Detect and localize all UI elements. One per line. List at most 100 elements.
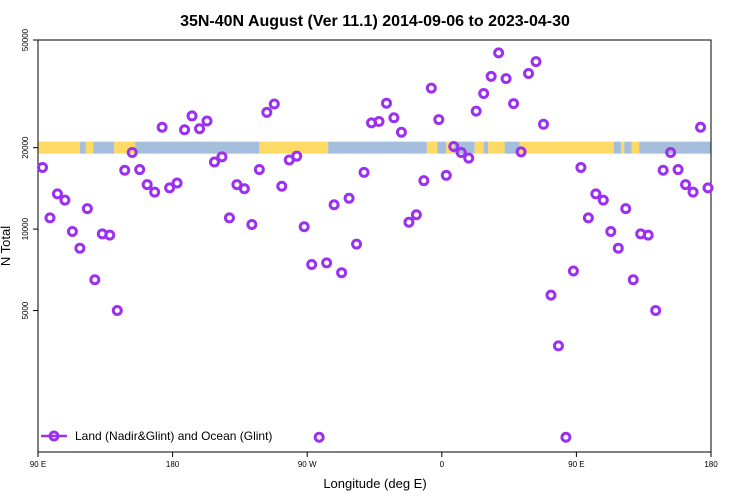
y-tick-label: 5000 (21, 301, 30, 319)
band-segment-ocean (639, 141, 711, 154)
land-ocean-band (38, 141, 711, 154)
data-points (36, 47, 714, 443)
data-point (695, 121, 707, 133)
legend-label: Land (Nadir&Glint) and Ocean (Glint) (75, 429, 272, 443)
data-point (328, 199, 340, 211)
y-axis-title: N Total (0, 226, 13, 266)
data-point (665, 146, 677, 158)
band-segment-land (474, 141, 484, 154)
data-point (373, 115, 385, 127)
data-point (246, 218, 258, 230)
data-point (276, 180, 288, 192)
data-point (672, 164, 684, 176)
band-segment-land (85, 141, 94, 154)
x-axis-title: Longitude (deg E) (323, 476, 426, 491)
data-point (351, 238, 363, 250)
band-segment-ocean (613, 141, 622, 154)
data-point (575, 161, 587, 173)
data-point (523, 67, 535, 79)
data-point (433, 114, 445, 126)
x-tick-label: 180 (166, 460, 180, 469)
data-point (208, 156, 220, 168)
data-point (552, 340, 564, 352)
data-point (537, 118, 549, 130)
data-point (156, 121, 168, 133)
y-tick-label: 20000 (21, 136, 30, 159)
data-point (89, 274, 101, 286)
data-point (620, 203, 632, 215)
data-point (560, 431, 572, 443)
data-point (291, 150, 303, 162)
data-point (253, 164, 265, 176)
data-point (238, 183, 250, 195)
data-point (612, 242, 624, 254)
band-segment-ocean (483, 141, 489, 154)
band-segment-ocean (437, 141, 447, 154)
data-point (104, 229, 116, 241)
data-point (403, 216, 415, 228)
data-point (388, 112, 400, 124)
data-point (455, 146, 467, 158)
band-segment-land (519, 141, 614, 154)
band-segment-land (38, 141, 80, 154)
data-point (126, 146, 138, 158)
data-point (597, 194, 609, 206)
data-point (216, 151, 228, 163)
data-point (66, 225, 78, 237)
data-point (605, 225, 617, 237)
band-segment-land (621, 141, 625, 154)
data-point (478, 88, 490, 100)
data-point (395, 126, 407, 138)
chart-title: 35N-40N August (Ver 11.1) 2014-09-06 to … (180, 13, 570, 30)
data-point (149, 186, 161, 198)
data-point (36, 161, 48, 173)
band-segment-land (488, 141, 505, 154)
data-point (582, 212, 594, 224)
axis-ticks: 90 E 180 90 W 0 90 E 180 5000 10000 20000 50000 (21, 28, 718, 469)
data-point (463, 152, 475, 164)
data-point (194, 123, 206, 135)
data-point (358, 166, 370, 178)
data-point (261, 106, 273, 118)
data-point (51, 188, 63, 200)
data-point (268, 98, 280, 110)
band-segment-ocean (624, 141, 632, 154)
data-point (627, 274, 639, 286)
x-tick-label: 0 (440, 460, 445, 469)
data-point (508, 98, 520, 110)
data-point (171, 177, 183, 189)
band-segment-ocean (135, 141, 260, 154)
data-point (470, 105, 482, 117)
data-point (313, 431, 325, 443)
band-segment-ocean (328, 141, 427, 154)
data-point (440, 169, 452, 181)
data-point (306, 258, 318, 270)
data-point (650, 305, 662, 317)
plot-frame (37, 39, 712, 453)
y-tick-label: 50000 (21, 28, 30, 51)
data-point (44, 212, 56, 224)
data-point (141, 179, 153, 191)
data-point (680, 179, 692, 191)
data-point (493, 47, 505, 59)
data-point (418, 175, 430, 187)
legend: Land (Nadir&Glint) and Ocean (Glint) (41, 429, 272, 443)
band-segment-ocean (79, 141, 86, 154)
data-point (515, 146, 527, 158)
data-point (119, 164, 131, 176)
data-point (186, 110, 198, 122)
x-tick-label: 90 W (298, 460, 317, 469)
data-point (448, 140, 460, 152)
data-point (74, 242, 86, 254)
legend-marker (48, 430, 60, 442)
data-point (545, 289, 557, 301)
data-point (425, 82, 437, 94)
data-point (642, 229, 654, 241)
data-point (590, 188, 602, 200)
data-point (702, 182, 714, 194)
data-point (111, 305, 123, 317)
data-point (179, 124, 191, 136)
y-tick-label: 10000 (21, 217, 30, 240)
band-segment-land (631, 141, 640, 154)
